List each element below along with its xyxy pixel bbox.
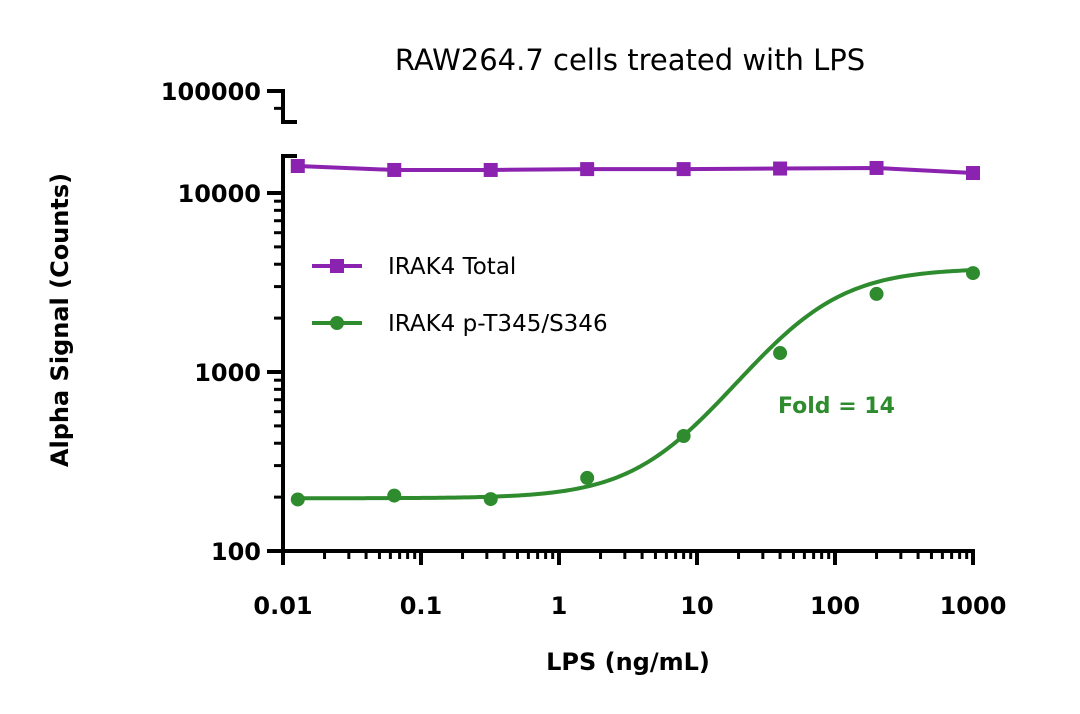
chart-title: RAW264.7 cells treated with LPS bbox=[395, 43, 865, 77]
data-point-irak4-total bbox=[290, 159, 305, 174]
legend-label-total: IRAK4 Total bbox=[388, 254, 516, 280]
data-point-irak4-phospho bbox=[773, 346, 788, 361]
data-point-irak4-phospho bbox=[676, 428, 691, 443]
y-tick-label: 100 bbox=[211, 538, 261, 566]
x-tick-label: 0.1 bbox=[400, 592, 443, 620]
data-point-irak4-phospho bbox=[483, 492, 498, 507]
data-point-irak4-phospho bbox=[387, 488, 402, 503]
legend: IRAK4 Total IRAK4 p-T345/S346 bbox=[312, 254, 608, 337]
y-tick-label: 1000 bbox=[194, 359, 261, 387]
y-axis-title: Alpha Signal (Counts) bbox=[46, 173, 74, 467]
x-tick-label: 1 bbox=[551, 592, 568, 620]
tick-labels: 0.01 0.1 1 10 100 1000 100 1000 10000 100000 bbox=[161, 78, 1007, 620]
x-tick-label: 100 bbox=[810, 592, 860, 620]
data-point-irak4-phospho bbox=[580, 470, 595, 485]
axes bbox=[267, 89, 975, 565]
legend-label-phospho: IRAK4 p-T345/S346 bbox=[388, 311, 608, 337]
x-tick-label: 10 bbox=[680, 592, 713, 620]
data-point-irak4-total bbox=[773, 161, 788, 176]
plot-area bbox=[290, 159, 980, 507]
legend-marker-phospho bbox=[330, 316, 344, 330]
fit-curve-irak4-phospho bbox=[297, 268, 972, 501]
data-point-irak4-phospho bbox=[966, 266, 980, 281]
fold-annotation: Fold = 14 bbox=[778, 394, 895, 419]
data-point-irak4-total bbox=[483, 162, 498, 177]
data-point-irak4-total bbox=[676, 162, 691, 177]
legend-marker-total bbox=[330, 259, 344, 273]
series-line-irak4-total bbox=[297, 164, 974, 176]
data-point-irak4-total bbox=[966, 166, 980, 181]
x-tick-label: 1000 bbox=[940, 592, 1007, 620]
data-point-irak4-phospho bbox=[869, 286, 884, 301]
y-tick-label: 10000 bbox=[178, 180, 262, 208]
x-axis-title: LPS (ng/mL) bbox=[546, 648, 710, 676]
data-point-irak4-total bbox=[387, 162, 402, 177]
data-point-irak4-total bbox=[580, 162, 595, 177]
x-tick-label: 0.01 bbox=[253, 592, 312, 620]
data-point-irak4-total bbox=[869, 160, 884, 175]
y-tick-label: 100000 bbox=[161, 78, 261, 106]
data-point-irak4-phospho bbox=[290, 492, 305, 507]
